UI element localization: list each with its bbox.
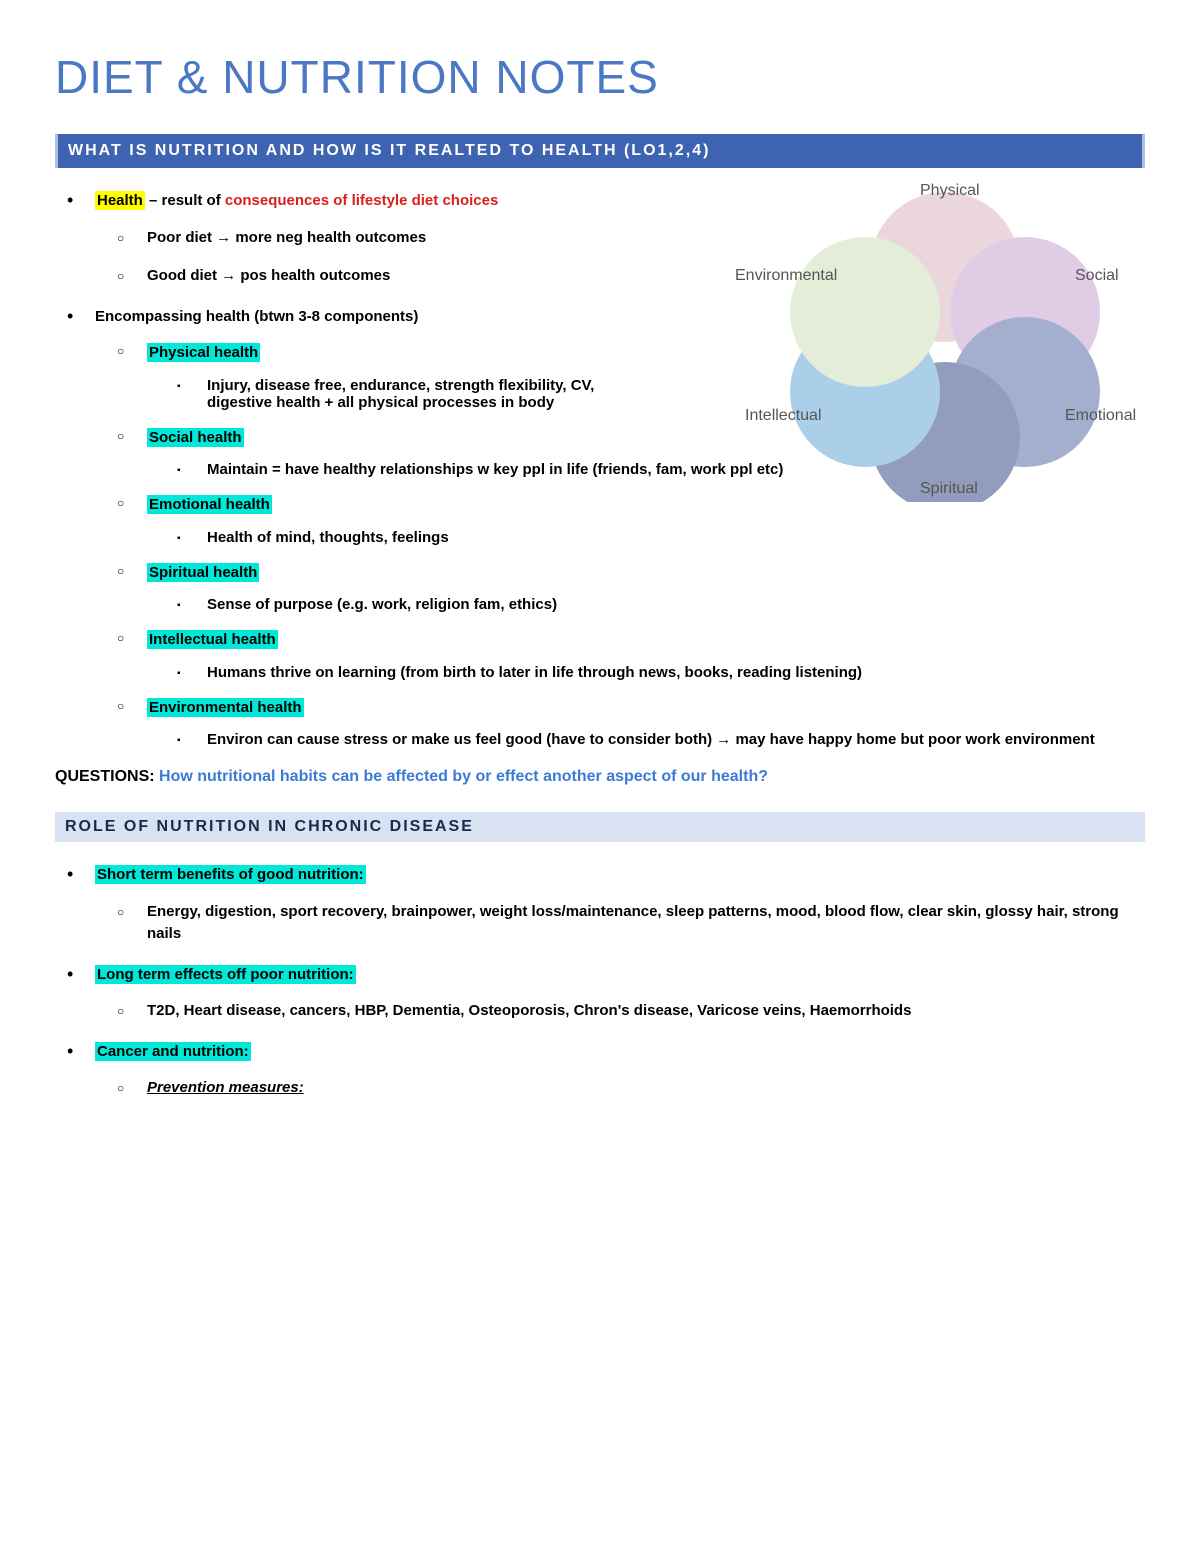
list-item: Health of mind, thoughts, feelings: [207, 529, 1145, 546]
list-item: Encompassing health (btwn 3-8 components…: [95, 306, 1145, 749]
component-name: Environmental health: [147, 698, 304, 717]
list-item: Energy, digestion, sport recovery, brain…: [147, 901, 1145, 946]
list-item: Humans thrive on learning (from birth to…: [207, 664, 1145, 681]
questions-text: How nutritional habits can be affected b…: [159, 768, 768, 785]
list-item: Prevention measures:: [147, 1077, 1145, 1100]
list-item: Maintain = have healthy relationships w …: [207, 461, 1145, 478]
section-banner-2: ROLE OF NUTRITION IN CHRONIC DISEASE: [55, 812, 1145, 842]
health-red: consequences of lifestyle diet choices: [225, 192, 498, 209]
list-item: Intellectual health Humans thrive on lear…: [147, 629, 1145, 681]
component-name: Spiritual health: [147, 563, 259, 582]
questions-label: QUESTIONS:: [55, 768, 159, 785]
list-item: Short term benefits of good nutrition: En…: [95, 864, 1145, 946]
questions-row: QUESTIONS: How nutritional habits can be…: [55, 768, 1145, 786]
list-item: Environmental health Environ can cause st…: [147, 697, 1145, 749]
list-item: Cancer and nutrition: Prevention measures…: [95, 1041, 1145, 1100]
list-item: T2D, Heart disease, cancers, HBP, Dement…: [147, 1000, 1145, 1023]
list-item: Environ can cause stress or make us feel…: [207, 731, 1145, 748]
encompassing-label: Encompassing health (btwn 3-8 components…: [95, 308, 418, 325]
page-title: DIET & NUTRITION NOTES: [55, 50, 1145, 104]
section2-item-name: Short term benefits of good nutrition:: [95, 865, 366, 884]
section2-item-name: Long term effects off poor nutrition:: [95, 965, 356, 984]
venn-label-physical: Physical: [920, 182, 980, 200]
list-item: Poor diet → more neg health outcomes: [147, 227, 1145, 250]
section2-item-name: Cancer and nutrition:: [95, 1042, 251, 1061]
list-item: Physical health Injury, disease free, end…: [147, 342, 1145, 411]
section-1-content: Physical Social Emotional Spiritual Inte…: [55, 190, 1145, 748]
component-name: Physical health: [147, 343, 260, 362]
component-name: Emotional health: [147, 495, 272, 514]
health-rest: – result of: [145, 192, 225, 209]
component-name: Social health: [147, 428, 244, 447]
list-item: Sense of purpose (e.g. work, religion fa…: [207, 596, 1145, 613]
list-item: Good diet → pos health outcomes: [147, 265, 1145, 288]
component-name: Intellectual health: [147, 630, 278, 649]
list-item: Emotional health Health of mind, thoughts…: [147, 494, 1145, 546]
health-highlight: Health: [95, 191, 145, 210]
list-item: Injury, disease free, endurance, strengt…: [207, 377, 607, 411]
list-item: Long term effects off poor nutrition: T2D…: [95, 964, 1145, 1023]
list-item: Social health Maintain = have healthy rel…: [147, 427, 1145, 479]
section-banner-1: WHAT IS NUTRITION AND HOW IS IT REALTED …: [55, 134, 1145, 168]
list-item: Spiritual health Sense of purpose (e.g. w…: [147, 562, 1145, 614]
